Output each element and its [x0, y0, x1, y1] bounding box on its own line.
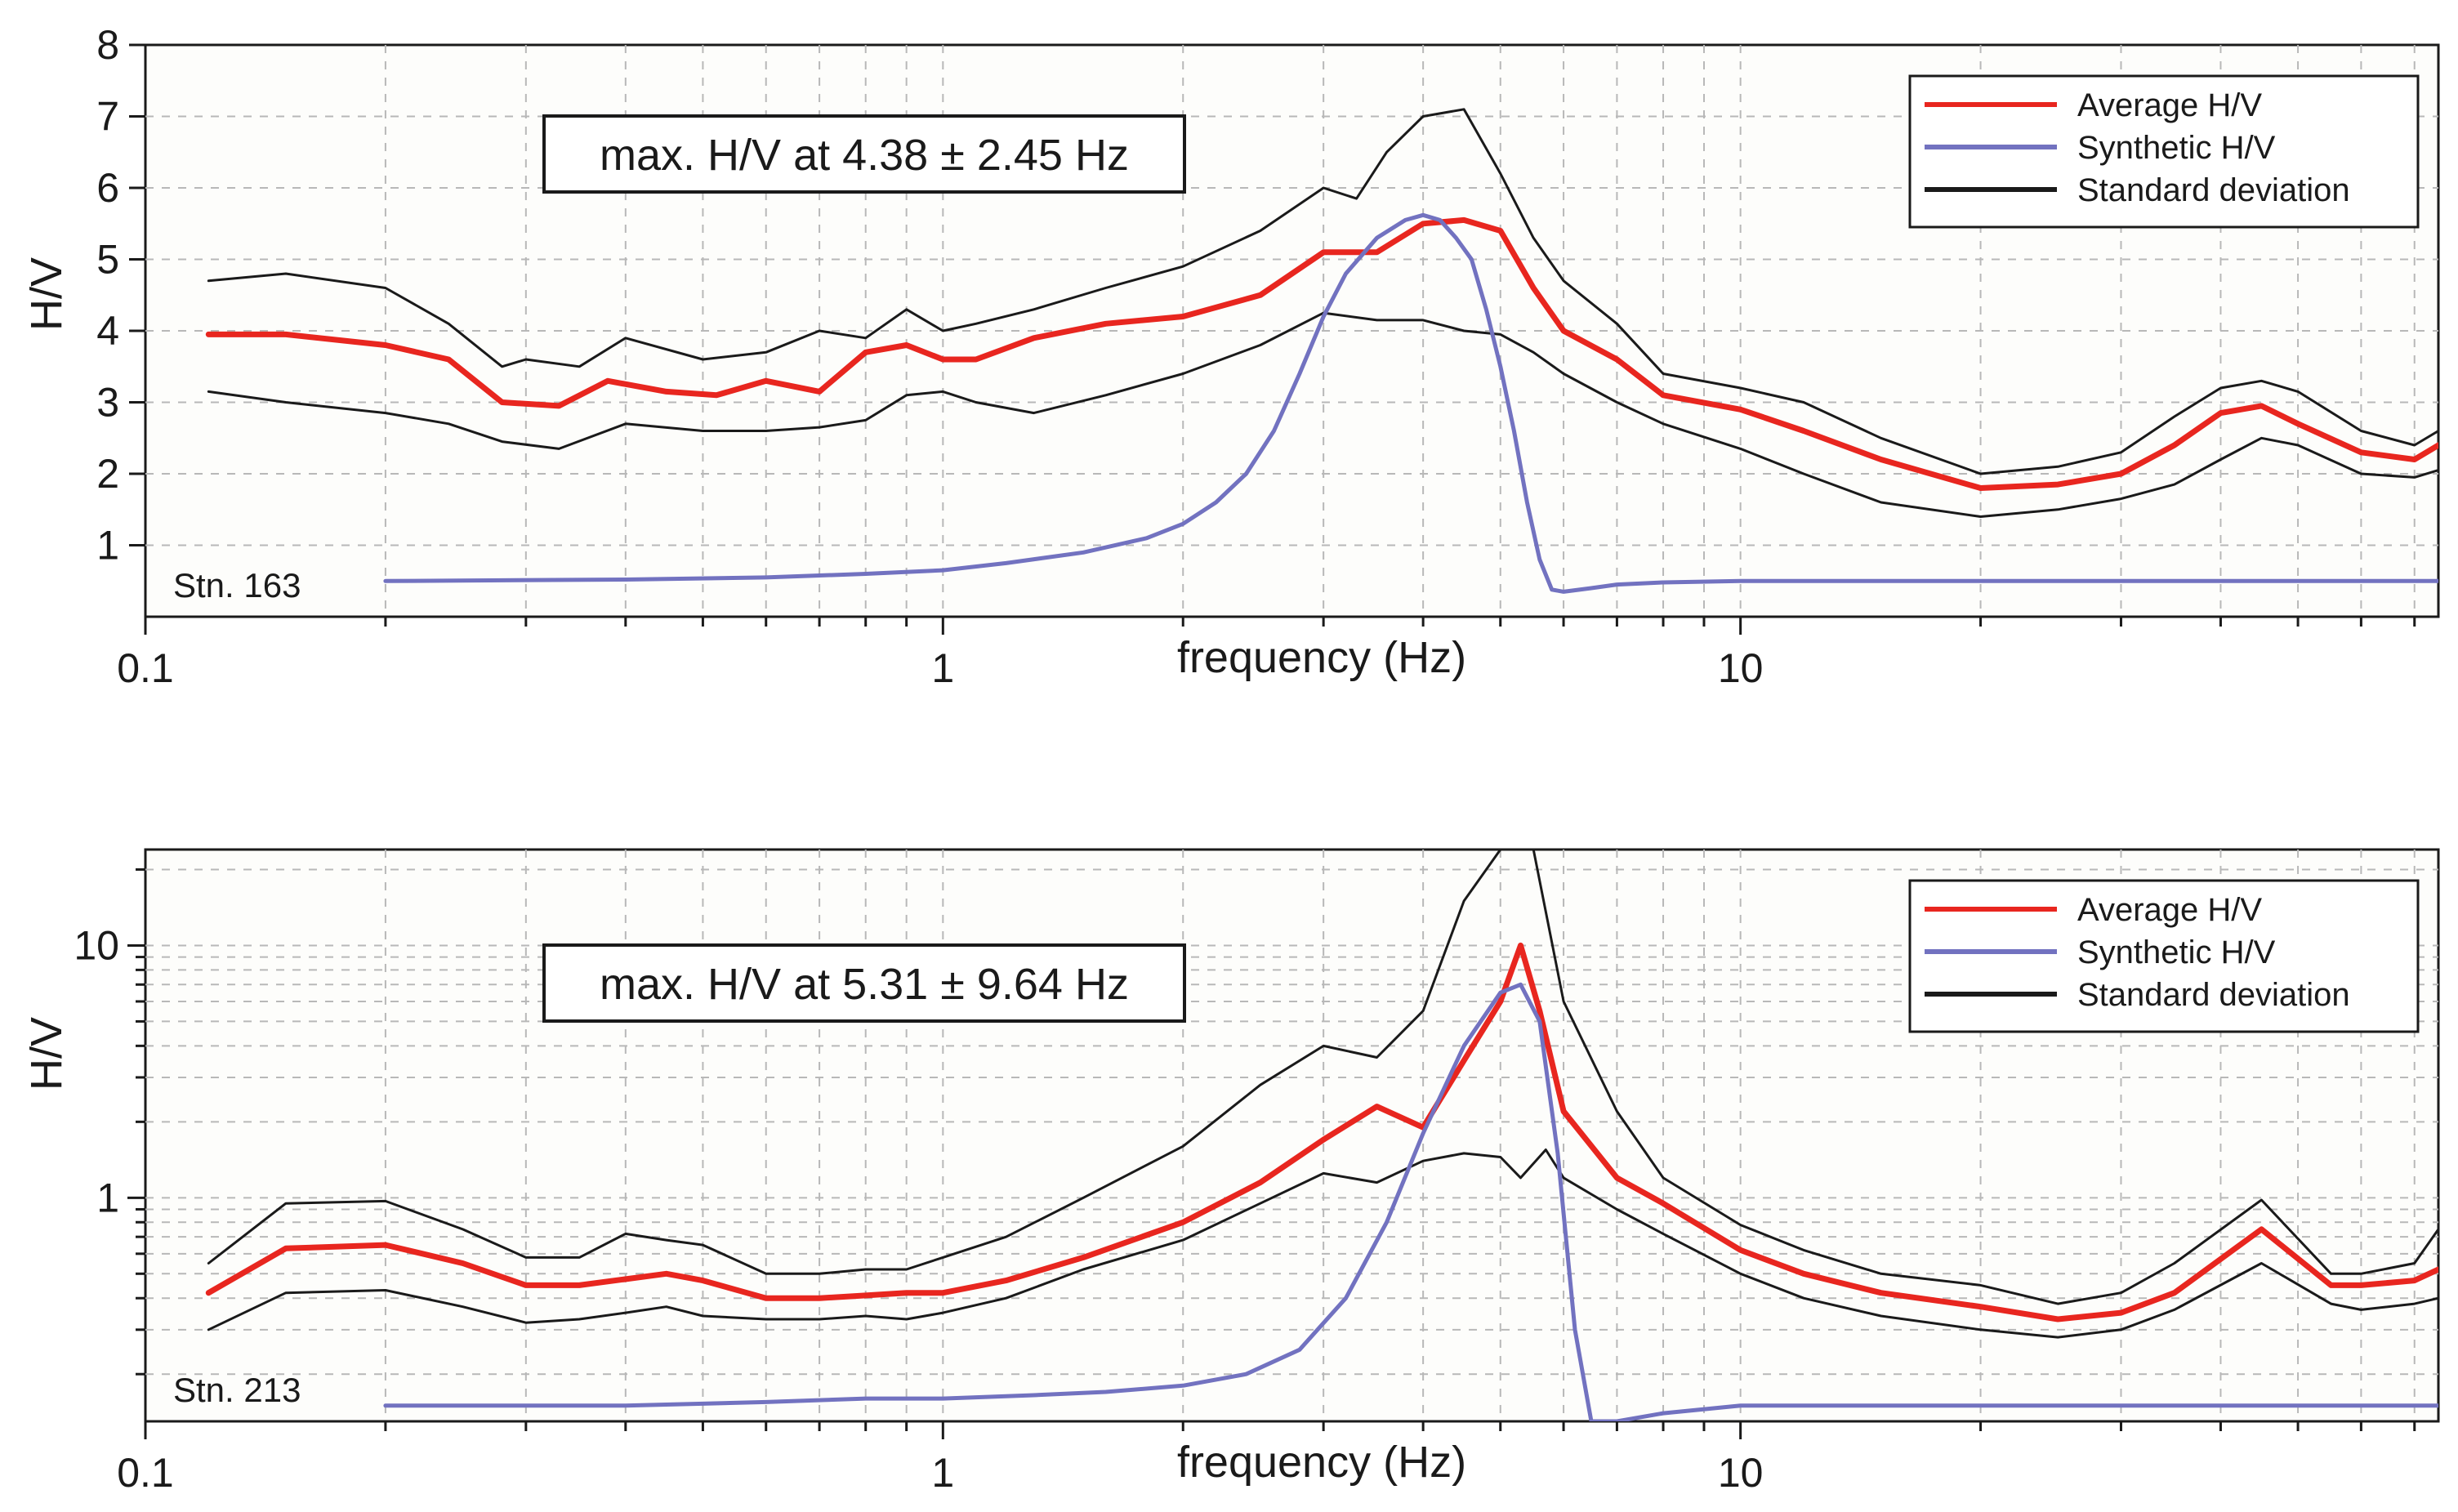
- y-tick-label: 6: [96, 165, 119, 211]
- x-tick-label: 1: [931, 1450, 954, 1496]
- x-axis: 0.1 1 10: [117, 1421, 2416, 1496]
- series-average-h-v: [205, 942, 2438, 1322]
- legend-label: Standard deviation: [2077, 172, 2350, 208]
- x-axis: 0.1 1 10: [117, 617, 2416, 691]
- y-tick-label: 1: [96, 1175, 119, 1220]
- y-tick-label: 1: [96, 523, 119, 569]
- x-axis-label: frequency (Hz): [1177, 633, 1466, 682]
- legend: Average H/V Synthetic H/V Standard deviati…: [1908, 74, 2420, 229]
- legend: Average H/V Synthetic H/V Standard deviati…: [1908, 879, 2420, 1033]
- max-hv-annotation: max. H/V at 5.31 ± 9.64 Hz: [542, 943, 1186, 1023]
- series-group: [205, 850, 2438, 1421]
- x-axis-label: frequency (Hz): [1177, 1438, 1466, 1487]
- series-group: [205, 108, 2438, 594]
- x-tick-label: 0.1: [117, 645, 174, 691]
- series-standard-deviation-lower: [207, 1148, 2438, 1339]
- y-axis: 1 2 3 4 5 6 7 8: [96, 22, 145, 569]
- y-tick-label: 2: [96, 451, 119, 497]
- series-synthetic-h-v: [383, 982, 2438, 1421]
- legend-box: [1908, 74, 2420, 229]
- y-tick-label: 8: [96, 22, 119, 68]
- series-average-h-v: [205, 216, 2438, 491]
- chart-panel-stn163: 0.1 1 10 1 2 3 4 5 6 7 8 frequency (Hz) H/V Stn. 163 m…: [22, 22, 2440, 691]
- station-label: Stn. 213: [173, 1371, 301, 1409]
- legend-label: Synthetic H/V: [2077, 934, 2276, 970]
- chart-panel-stn213: 0.1 1 10 1 10 frequency (Hz) H/V Stn. 213 max. H…: [22, 848, 2440, 1496]
- station-label: Stn. 163: [173, 566, 301, 604]
- legend-box: [1908, 879, 2420, 1033]
- legend-label: Standard deviation: [2077, 977, 2350, 1013]
- annotation-text: max. H/V at 5.31 ± 9.64 Hz: [600, 960, 1129, 1009]
- series-standard-deviation-upper: [207, 108, 2438, 475]
- y-axis-label: H/V: [22, 1017, 71, 1091]
- legend-label: Average H/V: [2077, 892, 2262, 928]
- annotation-text: max. H/V at 4.38 ± 2.45 Hz: [600, 131, 1129, 180]
- y-tick-label: 5: [96, 237, 119, 283]
- y-axis-label: H/V: [22, 257, 71, 331]
- max-hv-annotation: max. H/V at 4.38 ± 2.45 Hz: [542, 114, 1186, 194]
- series-standard-deviation-lower: [207, 311, 2438, 518]
- annotation-box: [542, 114, 1186, 194]
- y-tick-label: 7: [96, 94, 119, 140]
- series-synthetic-h-v: [383, 212, 2438, 594]
- y-axis: 1 10: [74, 868, 145, 1376]
- x-tick-label: 10: [1718, 645, 1764, 691]
- x-tick-label: 0.1: [117, 1450, 174, 1496]
- x-tick-label: 1: [931, 645, 954, 691]
- legend-label: Average H/V: [2077, 87, 2262, 123]
- y-tick-label: 10: [74, 922, 119, 968]
- y-tick-label: 4: [96, 308, 119, 354]
- legend-label: Synthetic H/V: [2077, 130, 2276, 166]
- x-tick-label: 10: [1718, 1450, 1764, 1496]
- series-standard-deviation-upper: [207, 850, 2438, 1305]
- annotation-box: [542, 943, 1186, 1023]
- grid: [145, 850, 2438, 1421]
- y-tick-label: 3: [96, 380, 119, 426]
